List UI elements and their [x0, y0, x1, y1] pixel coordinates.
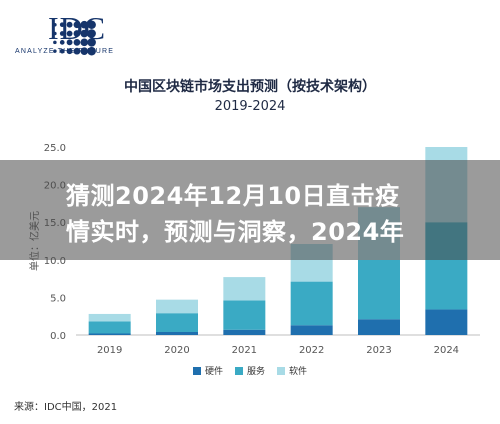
- chart-title: 中国区块链市场支出预测（按技术架构）: [124, 79, 376, 95]
- y-tick-label: 25.0: [44, 143, 66, 154]
- banner-headline-line-2: 情实时，预测与洞察，2024年: [66, 218, 405, 246]
- bar-segment: [358, 259, 400, 320]
- bar-segment: [88, 333, 131, 335]
- bar-segment: [425, 309, 468, 335]
- chart-legend: 硬件 服务 软件: [0, 364, 500, 377]
- bar-segment: [290, 281, 333, 326]
- x-tick-label: 2024: [434, 345, 459, 356]
- bar-segment: [223, 329, 266, 335]
- y-tick-label: 10.0: [44, 256, 66, 267]
- legend-label: 硬件: [204, 367, 223, 377]
- bar-segment: [88, 313, 131, 322]
- idc-logo-dots: [53, 20, 96, 56]
- legend-label: 服务: [246, 367, 265, 377]
- x-tick-label: 2020: [164, 345, 189, 356]
- y-tick-label: 0.0: [50, 331, 66, 342]
- bar-segment: [156, 331, 198, 335]
- x-tick-label: 2023: [366, 345, 391, 356]
- legend-swatch: [277, 367, 285, 375]
- overlay-banner: [0, 160, 500, 260]
- bar-segment: [223, 277, 266, 301]
- bar-segment: [88, 321, 131, 334]
- logo-tagline: ANALYZE THE FUTURE: [15, 48, 115, 55]
- legend-item: 硬件: [192, 364, 223, 377]
- x-tick-label: 2022: [299, 345, 324, 356]
- legend-item: 服务: [234, 364, 265, 377]
- bar-segment: [290, 325, 333, 335]
- chart-subtitle: 2019-2024: [214, 99, 286, 114]
- legend-label: 软件: [289, 367, 308, 377]
- y-tick-label: 5.0: [50, 293, 66, 304]
- bar-segment: [156, 313, 198, 332]
- x-tick-label: 2019: [97, 345, 122, 356]
- legend-swatch: [192, 367, 201, 375]
- bar-segment: [223, 300, 266, 330]
- x-tick-label: 2021: [232, 345, 257, 356]
- legend-swatch: [234, 367, 243, 375]
- bar-segment: [358, 319, 400, 335]
- legend-item: 软件: [277, 364, 307, 377]
- source-note: 来源：IDC中国，2021: [14, 402, 118, 413]
- bar-segment: [156, 299, 198, 314]
- logo-wordmark: IDC: [48, 10, 107, 46]
- banner-headline-line-1: 猜测2024年12月10日直击疫: [66, 182, 400, 210]
